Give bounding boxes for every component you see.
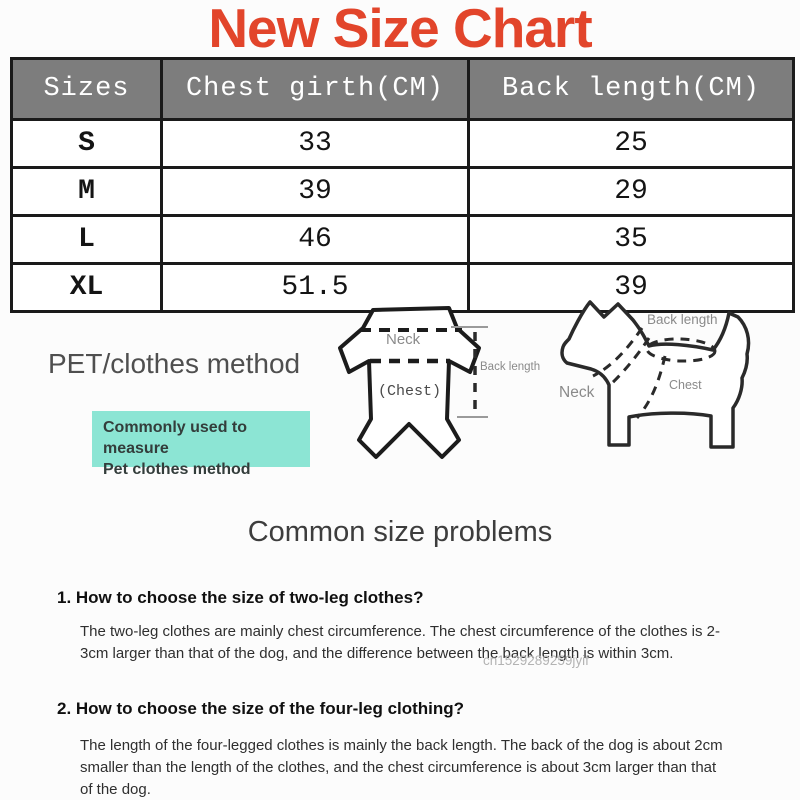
dog-neck-label: Neck <box>559 384 595 401</box>
cell-size: M <box>10 166 163 217</box>
neck-dashed-curve-front <box>592 327 644 378</box>
cell-back: 35 <box>467 214 795 265</box>
dog-chest-label: Chest <box>669 378 702 392</box>
cell-back: 29 <box>467 166 795 217</box>
cell-chest: 33 <box>160 118 470 169</box>
header-sizes: Sizes <box>10 57 163 121</box>
cell-chest: 46 <box>160 214 470 265</box>
page-title: New Size Chart <box>208 0 592 59</box>
pet-clothes-diagram: Neck (Chest) Back length <box>338 306 540 459</box>
chest-dashed-curve <box>635 355 667 419</box>
back-length-dashed-ellipse <box>645 337 717 363</box>
cell-size: XL <box>10 262 163 313</box>
cell-back: 39 <box>467 262 795 313</box>
cell-back: 25 <box>467 118 795 169</box>
measure-note-box: Commonly used to measure Pet clothes met… <box>92 411 310 478</box>
garment-outline-shape <box>338 306 481 459</box>
clothes-neck-label: Neck <box>386 331 421 348</box>
problems-heading: Common size problems <box>247 516 553 548</box>
measure-method-label: PET/clothes method <box>48 348 301 379</box>
table-row: L 46 35 <box>10 214 795 265</box>
cell-size: S <box>10 118 163 169</box>
dog-outline-shape <box>560 300 751 449</box>
watermark-text: cn1529289259jyif <box>483 653 589 668</box>
dog-measure-diagram: Back length Neck Chest <box>559 300 751 449</box>
dog-back-length-label: Back length <box>647 312 718 327</box>
measure-note-line1: Commonly used to measure <box>103 419 248 457</box>
cell-size: L <box>10 214 163 265</box>
cell-chest: 39 <box>160 166 470 217</box>
question-two-leg: 1. How to choose the size of two-leg clo… <box>57 588 424 607</box>
table-row: M 39 29 <box>10 166 795 217</box>
answer-four-leg: The length of the four-legged clothes is… <box>80 737 723 798</box>
answer-two-leg: The two-leg clothes are mainly chest cir… <box>80 623 720 662</box>
header-chest-girth: Chest girth(CM) <box>160 57 470 121</box>
table-row: XL 51.5 39 <box>10 262 795 313</box>
table-row: S 33 25 <box>10 118 795 169</box>
clothes-chest-label: (Chest) <box>378 383 441 400</box>
clothes-back-length-label: Back length <box>480 361 540 373</box>
table-header-row: Sizes Chest girth(CM) Back length(CM) <box>10 57 795 121</box>
measure-note-line2: Pet clothes method <box>103 461 251 478</box>
cell-chest: 51.5 <box>160 262 470 313</box>
size-table: Sizes Chest girth(CM) Back length(CM) S … <box>10 57 795 313</box>
question-four-leg: 2. How to choose the size of the four-le… <box>57 699 465 718</box>
neck-dashed-curve-back <box>607 337 651 388</box>
header-back-length: Back length(CM) <box>467 57 795 121</box>
